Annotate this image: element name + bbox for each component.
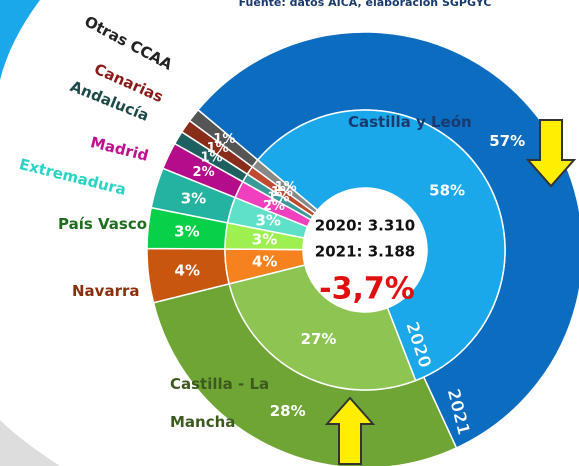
value-label: 4%	[175, 262, 200, 280]
value-label: 3%	[174, 222, 199, 240]
value-label: 2%	[193, 165, 215, 180]
center-label: 2021: 3.188	[315, 243, 415, 261]
arrow-down	[525, 119, 577, 188]
value-label: 58%	[429, 182, 465, 200]
value-label: 2%	[263, 199, 285, 214]
value-label: 1%	[271, 185, 293, 200]
value-label: 1%	[213, 132, 235, 147]
value-label: 27%	[301, 330, 337, 348]
category-label: Navarra	[72, 282, 140, 300]
value-label: 57%	[489, 132, 525, 150]
category-label: País Vasco	[58, 215, 148, 233]
value-label: 3%	[252, 230, 277, 248]
decor-corner	[0, 420, 60, 466]
change: -3,7%	[319, 272, 415, 307]
value-label: 28%	[270, 402, 306, 420]
value-label: 1%	[275, 180, 297, 195]
source: Fuente: datos AICA, elaboración SGPGYC	[239, 0, 492, 9]
value-label: 3%	[255, 212, 280, 230]
value-label: 1%	[201, 150, 223, 165]
category-label: Castilla y León	[348, 113, 472, 131]
value-label: 1%	[267, 190, 289, 205]
value-label: 4%	[252, 252, 277, 270]
value-label: 3%	[181, 189, 206, 207]
category-label: Castilla - La Mancha	[170, 375, 270, 431]
center-label: 2020: 3.310	[315, 217, 415, 235]
value-label: 1%	[207, 141, 229, 156]
arrow-up	[324, 396, 376, 465]
decor-swoosh	[0, 0, 40, 80]
hole	[303, 188, 427, 312]
